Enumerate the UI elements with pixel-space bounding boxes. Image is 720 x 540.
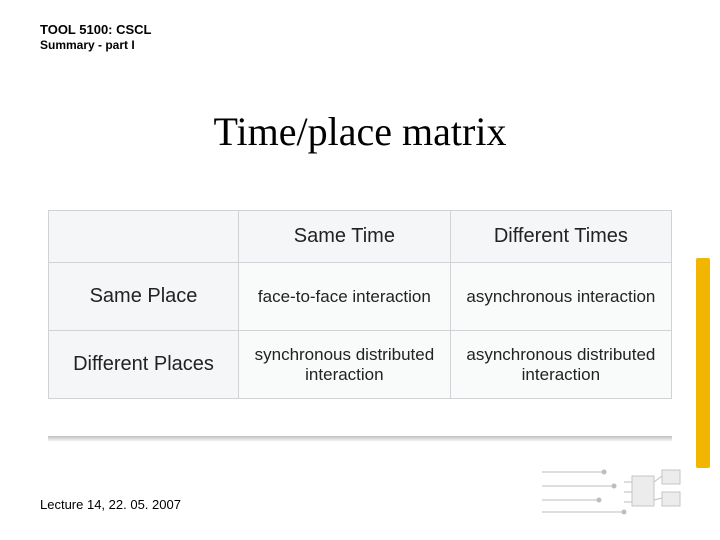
cell-async-distributed: asynchronous distributed interaction xyxy=(450,331,671,399)
corner-cell xyxy=(49,211,239,263)
cell-face-to-face: face-to-face interaction xyxy=(239,263,451,331)
slide: TOOL 5100: CSCL Summary - part I Time/pl… xyxy=(0,0,720,540)
circuit-decoration-icon xyxy=(542,462,692,522)
col-header-different-times: Different Times xyxy=(450,211,671,263)
table-row: Same Place face-to-face interaction asyn… xyxy=(49,263,672,331)
table-shadow xyxy=(48,436,672,442)
slide-header: TOOL 5100: CSCL Summary - part I xyxy=(40,22,152,52)
lecture-footer: Lecture 14, 22. 05. 2007 xyxy=(40,497,181,512)
course-subtitle: Summary - part I xyxy=(40,38,152,52)
accent-bar xyxy=(696,258,710,468)
table-row: Different Places synchronous distributed… xyxy=(49,331,672,399)
time-place-matrix: Same Time Different Times Same Place fac… xyxy=(48,210,672,399)
table-row: Same Time Different Times xyxy=(49,211,672,263)
row-header-same-place: Same Place xyxy=(49,263,239,331)
course-code: TOOL 5100: CSCL xyxy=(40,22,152,38)
col-header-same-time: Same Time xyxy=(239,211,451,263)
matrix-table: Same Time Different Times Same Place fac… xyxy=(48,210,672,399)
slide-title: Time/place matrix xyxy=(0,108,720,155)
cell-sync-distributed: synchronous distributed interaction xyxy=(239,331,451,399)
row-header-different-places: Different Places xyxy=(49,331,239,399)
cell-async: asynchronous interaction xyxy=(450,263,671,331)
